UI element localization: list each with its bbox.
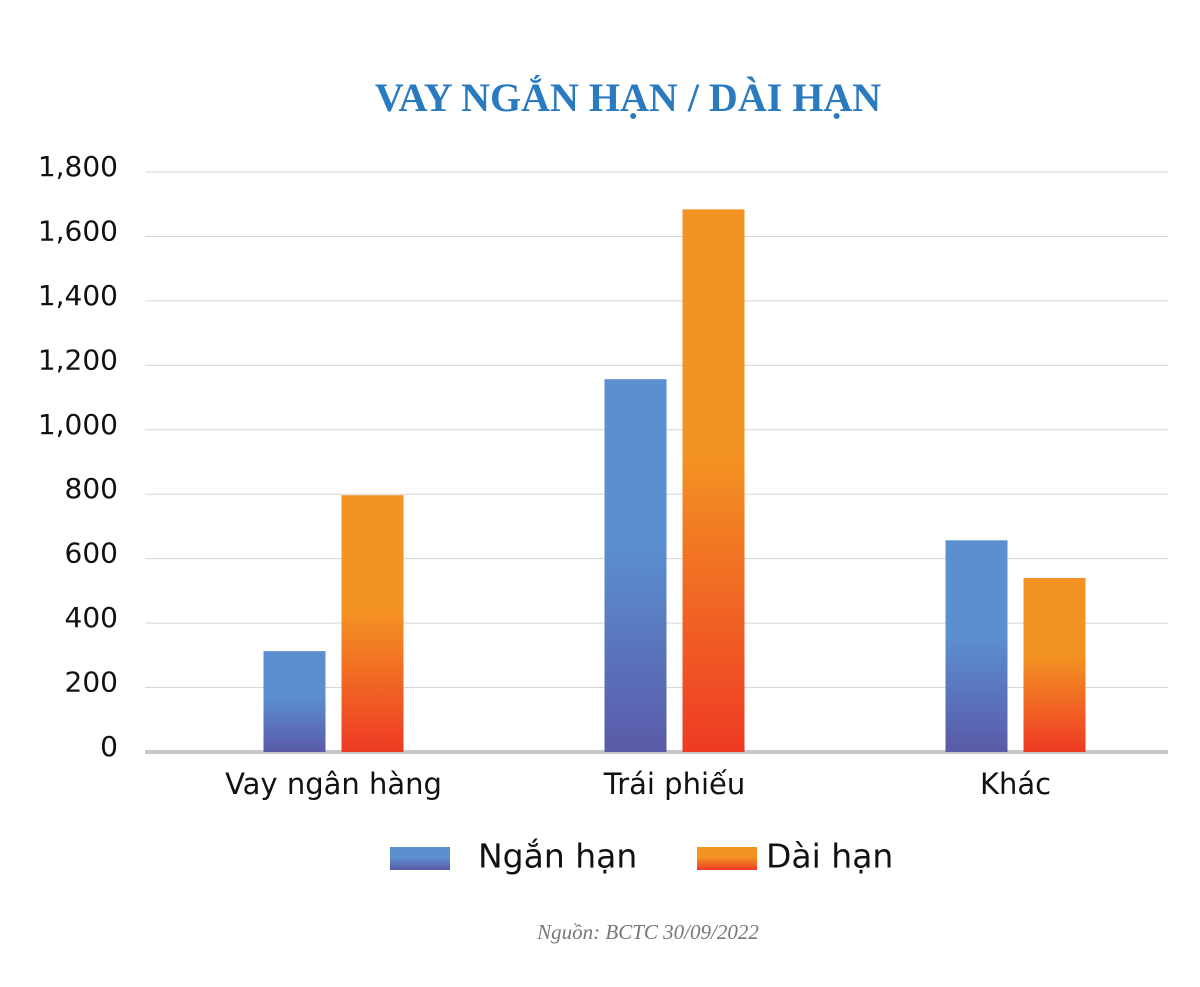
legend-label: Dài hạn — [766, 837, 893, 876]
bar — [945, 540, 1008, 752]
y-tick-label: 0 — [100, 730, 118, 763]
y-tick-label: 600 — [65, 537, 118, 570]
bar — [604, 379, 667, 752]
y-tick-label: 800 — [65, 472, 118, 505]
legend-label: Ngắn hạn — [478, 837, 637, 876]
y-tick-label: 400 — [65, 601, 118, 634]
bar — [1023, 578, 1086, 752]
y-tick-label: 1,400 — [38, 279, 118, 312]
y-tick-label: 1,200 — [38, 343, 118, 376]
x-tick-label: Vay ngân hàng — [225, 767, 442, 801]
y-tick-label: 1,800 — [38, 150, 118, 183]
y-tick-label: 200 — [65, 666, 118, 699]
y-tick-label: 1,000 — [38, 408, 118, 441]
legend-swatch — [390, 847, 450, 870]
chart-title: VAY NGẮN HẠN / DÀI HẠN — [375, 75, 881, 120]
legend-swatch — [697, 847, 757, 870]
x-tick-label: Trái phiếu — [603, 767, 746, 801]
bar — [682, 209, 745, 752]
bar — [341, 495, 404, 752]
y-tick-label: 1,600 — [38, 214, 118, 247]
x-tick-label: Khác — [980, 767, 1051, 801]
bar — [263, 651, 326, 752]
source-note: Nguồn: BCTC 30/09/2022 — [536, 920, 759, 944]
